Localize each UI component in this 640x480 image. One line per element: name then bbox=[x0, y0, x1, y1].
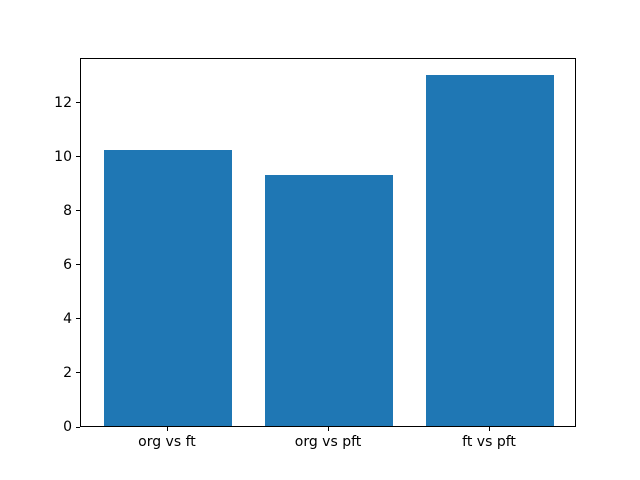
y-tick-label: 8 bbox=[63, 202, 72, 219]
bar bbox=[103, 150, 233, 426]
y-tick-mark bbox=[76, 156, 80, 158]
y-tick-mark bbox=[76, 318, 80, 320]
x-tick-label: org vs ft bbox=[138, 434, 196, 450]
y-tick-label: 0 bbox=[63, 419, 72, 435]
y-tick-mark bbox=[76, 102, 80, 104]
x-tick-mark bbox=[166, 427, 168, 431]
y-tick-mark bbox=[76, 372, 80, 374]
x-tick-mark bbox=[328, 427, 329, 431]
bar bbox=[264, 174, 394, 426]
y-tick-mark bbox=[76, 210, 80, 212]
y-tick-label: 6 bbox=[63, 256, 72, 273]
y-tick-mark bbox=[76, 264, 80, 266]
y-tick-mark bbox=[76, 426, 80, 428]
y-tick-label: 4 bbox=[63, 310, 72, 327]
y-tick-label: 2 bbox=[63, 364, 72, 381]
x-tick-mark bbox=[489, 427, 491, 431]
plot-area bbox=[80, 58, 576, 427]
x-tick-label: org vs pft bbox=[294, 434, 362, 450]
x-tick-label: ft vs pft bbox=[462, 434, 516, 450]
y-tick-label: 10 bbox=[54, 148, 72, 165]
y-tick-label: 12 bbox=[54, 94, 72, 111]
bar bbox=[425, 74, 555, 426]
